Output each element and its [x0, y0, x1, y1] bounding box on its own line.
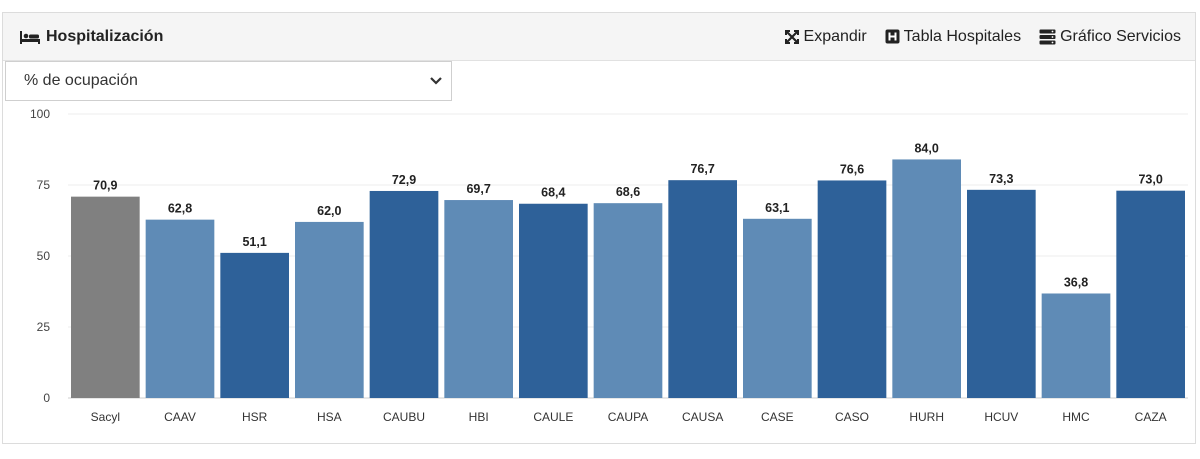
data-label: 51,1 [242, 235, 266, 249]
header-actions: Expandir Tabla Hospitales [784, 28, 1181, 46]
x-tick-label: CAUSA [682, 410, 723, 424]
y-tick-label: 75 [37, 178, 51, 192]
data-label: 68,6 [616, 185, 640, 199]
services-chart-label: Gráfico Servicios [1060, 27, 1181, 45]
expand-button[interactable]: Expandir [784, 28, 867, 46]
x-tick-label: CAUBU [383, 410, 425, 424]
y-tick-label: 25 [37, 320, 51, 334]
bar-case[interactable] [743, 218, 812, 398]
panel-header: Hospitalización Expandir [3, 13, 1195, 61]
expand-label: Expandir [803, 27, 867, 45]
server-icon [1039, 29, 1056, 45]
bar-caubu[interactable] [369, 190, 439, 398]
panel-title: Hospitalización [46, 27, 164, 45]
hospital-icon [885, 29, 900, 44]
y-tick-label: 50 [37, 249, 51, 263]
x-tick-label: HURH [909, 410, 944, 424]
title-wrap: Hospitalización [19, 28, 163, 46]
data-label: 73,0 [1138, 173, 1162, 187]
data-label: 76,7 [690, 162, 714, 176]
hospital-table-button[interactable]: Tabla Hospitales [885, 28, 1021, 46]
x-tick-label: Sacyl [91, 410, 120, 424]
expand-icon [784, 29, 800, 45]
data-label: 62,0 [317, 204, 341, 218]
bar-hurh[interactable] [892, 159, 961, 398]
y-tick-label: 0 [43, 391, 50, 405]
hospital-table-label: Tabla Hospitales [903, 27, 1022, 45]
bar-caso[interactable] [817, 180, 887, 398]
data-label: 68,4 [541, 186, 565, 200]
services-chart-button[interactable]: Gráfico Servicios [1039, 28, 1181, 46]
bar-caza[interactable] [1116, 190, 1185, 398]
x-tick-label: HMC [1062, 410, 1090, 424]
data-label: 69,7 [466, 182, 490, 196]
bar-hmc[interactable] [1041, 293, 1111, 398]
metric-select-value: % de ocupación [24, 72, 138, 89]
bar-hcuv[interactable] [967, 189, 1036, 398]
data-label: 73,3 [989, 172, 1013, 186]
chevron-down-icon [429, 76, 443, 86]
data-label: 63,1 [765, 201, 789, 215]
x-tick-label: HBI [469, 410, 489, 424]
data-label: 76,6 [840, 162, 864, 176]
bar-causa[interactable] [668, 180, 737, 398]
x-tick-label: CASO [835, 410, 869, 424]
x-tick-label: CAULE [533, 410, 573, 424]
bar-hsa[interactable] [295, 221, 364, 398]
bar-hsr[interactable] [220, 252, 289, 398]
x-tick-label: CASE [761, 410, 794, 424]
x-tick-label: CAAV [164, 410, 196, 424]
x-tick-label: CAZA [1135, 410, 1167, 424]
x-tick-label: HSA [317, 410, 342, 424]
data-label: 62,8 [168, 202, 192, 216]
data-label: 84,0 [914, 141, 938, 155]
x-tick-label: HSR [242, 410, 268, 424]
data-label: 36,8 [1064, 275, 1088, 289]
bar-caav[interactable] [145, 219, 215, 398]
y-tick-label: 100 [30, 107, 50, 121]
data-label: 72,9 [392, 173, 416, 187]
bar-hbi[interactable] [444, 200, 513, 398]
bar-sacyl[interactable] [71, 196, 140, 398]
bar-caule[interactable] [519, 203, 588, 398]
x-tick-label: CAUPA [608, 410, 648, 424]
metric-select[interactable]: % de ocupación [5, 61, 452, 101]
bed-icon [19, 29, 41, 45]
x-tick-label: HCUV [984, 410, 1018, 424]
data-label: 70,9 [93, 179, 117, 193]
bar-caupa[interactable] [593, 203, 663, 398]
